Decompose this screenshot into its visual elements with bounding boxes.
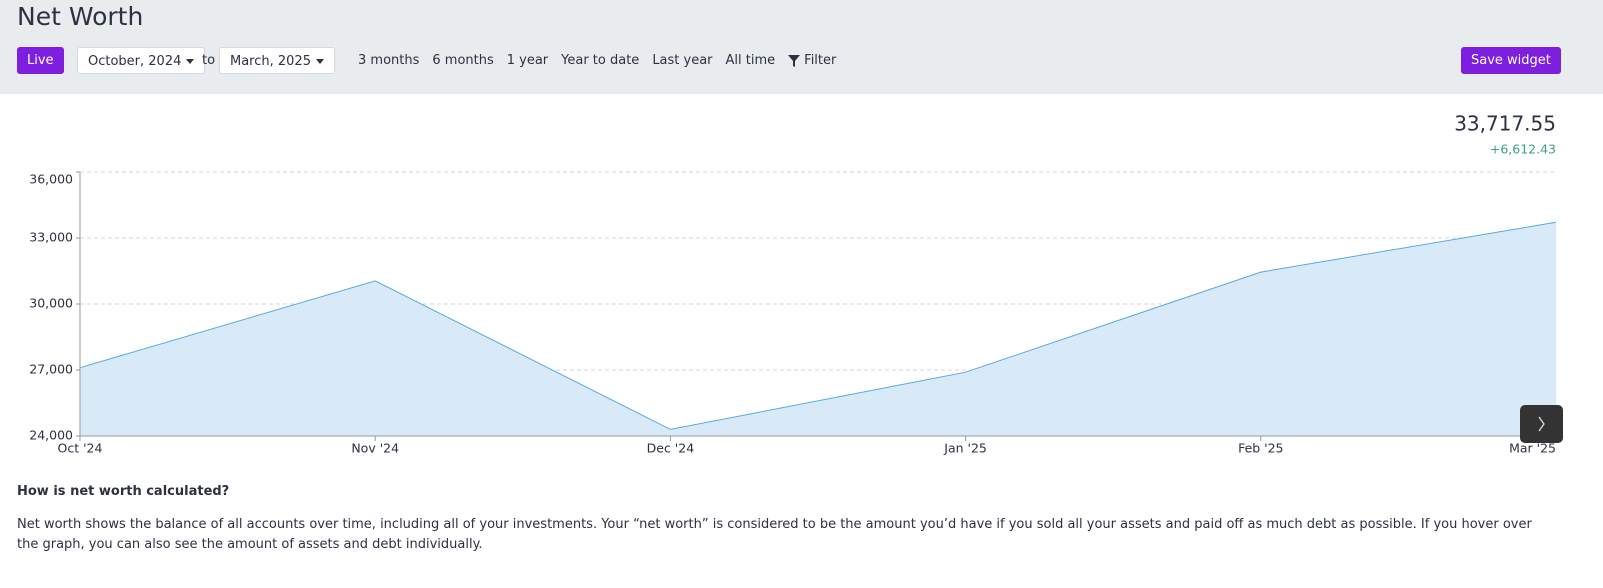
caret [315,59,324,64]
range-separator: to [202,53,216,68]
header: Net Worth Live October, 2024 to March, 2… [0,0,1603,94]
x-tick-label: Feb '25 [1238,441,1283,456]
page-title: Net Worth [17,2,144,31]
next-button[interactable] [1520,405,1563,443]
explanation: How is net worth calculated? Net worth s… [17,482,1557,555]
filter-label: Filter [804,53,837,68]
explanation-heading: How is net worth calculated? [17,484,230,499]
start-date: October, 2024 [88,54,182,69]
x-tick-label: Nov '24 [351,441,399,456]
net-worth-total: 33,717.55 [1454,112,1556,136]
explanation-text: Net worth shows the balance of all accou… [17,517,1532,552]
caret [186,59,195,64]
x-tick-label: Dec '24 [647,441,695,456]
preset[interactable]: All time [725,53,776,68]
x-tick-label: Oct '24 [58,441,103,456]
y-tick-label: 24,000 [29,428,73,443]
live-button[interactable]: Live [17,47,64,74]
chevron-icon [1538,416,1545,432]
y-tick-label: 36,000 [29,172,73,187]
x-tick-label: Mar '25 [1509,441,1556,456]
y-tick-label: 27,000 [29,362,73,377]
area-line [79,221,1557,430]
filter-icon [788,54,801,67]
preset[interactable]: 6 months [432,53,494,68]
filter-button[interactable]: Filter [788,47,836,74]
preset[interactable]: 1 year [506,53,549,68]
preset[interactable]: Last year [652,53,713,68]
y-tick-label: 33,000 [29,230,73,245]
x-tick-label: Jan '25 [943,441,987,456]
area-fill [80,222,1556,436]
preset[interactable]: Year to date [561,53,640,68]
end-date: March, 2025 [230,54,311,69]
save-widget-button[interactable]: Save widget [1461,47,1561,74]
end-date-dropdown[interactable]: March, 2025 [219,47,335,74]
start-date-dropdown[interactable]: October, 2024 [77,47,206,74]
net-worth-change: +6,612.43 [1490,142,1556,157]
preset-list: 3 months 6 months 1 year Year to date La… [358,47,836,74]
preset[interactable]: 3 months [358,53,420,68]
y-tick-label: 30,000 [29,296,73,311]
